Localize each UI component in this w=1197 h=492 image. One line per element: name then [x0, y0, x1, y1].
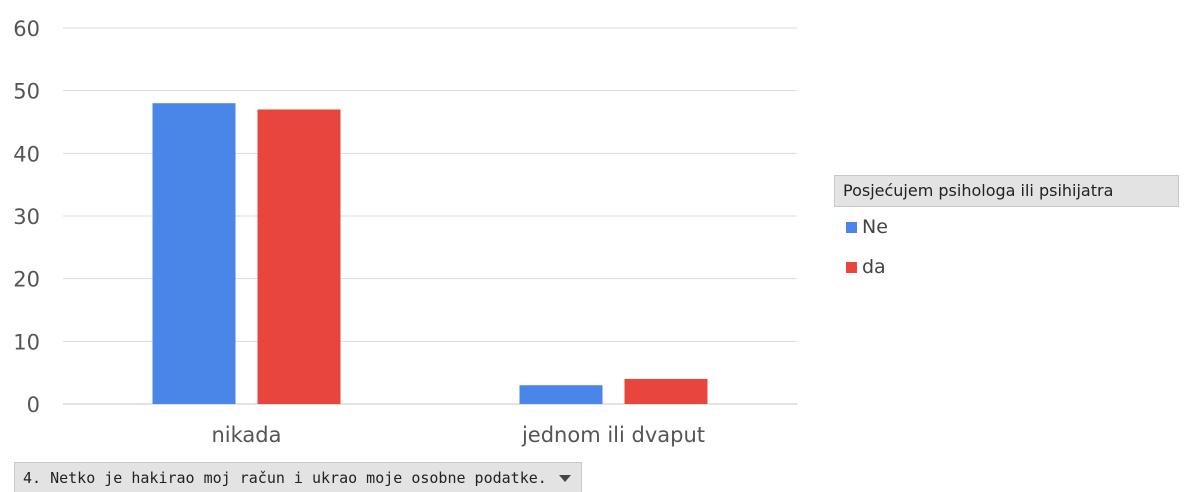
filter-label: 4. Netko je hakirao moj račun i ukrao mo…	[23, 468, 547, 487]
legend-label-da: da	[862, 256, 886, 278]
x-category-label: jednom ili dvaput	[521, 423, 705, 447]
y-tick-label: 40	[13, 142, 40, 166]
bar-ne-0[interactable]	[152, 103, 236, 404]
bar-ne-1[interactable]	[519, 385, 603, 404]
legend-title-button[interactable]: Posjećujem psihologa ili psihijatra	[834, 175, 1179, 207]
y-tick-label: 60	[13, 17, 40, 41]
y-tick-label: 50	[13, 80, 40, 104]
legend-item-ne: Ne	[846, 207, 1179, 247]
legend-swatch-da	[846, 261, 857, 273]
y-axis-tick-labels: 0 10 20 30 40 50 60	[13, 17, 40, 417]
legend-item-da: da	[846, 247, 1179, 287]
legend-swatch-ne	[846, 221, 857, 233]
bar-chart: 0 10 20 30 40 50 60 nikada jednom ili dvaput	[13, 17, 797, 447]
legend-label-ne: Ne	[862, 216, 888, 238]
x-category-label: nikada	[211, 423, 281, 447]
y-tick-label: 0	[27, 393, 40, 417]
y-tick-label: 20	[13, 268, 40, 292]
bars	[152, 103, 708, 404]
bar-da-1[interactable]	[624, 378, 708, 404]
filter-dropdown[interactable]: 4. Netko je hakirao moj račun i ukrao mo…	[14, 462, 582, 492]
y-tick-label: 10	[13, 330, 40, 354]
dropdown-arrow-icon[interactable]	[558, 474, 571, 482]
x-axis-category-labels: nikada jednom ili dvaput	[211, 423, 705, 447]
legend: Posjećujem psihologa ili psihijatra Ne d…	[834, 175, 1179, 287]
y-tick-label: 30	[13, 205, 40, 229]
bar-da-0[interactable]	[257, 109, 341, 404]
